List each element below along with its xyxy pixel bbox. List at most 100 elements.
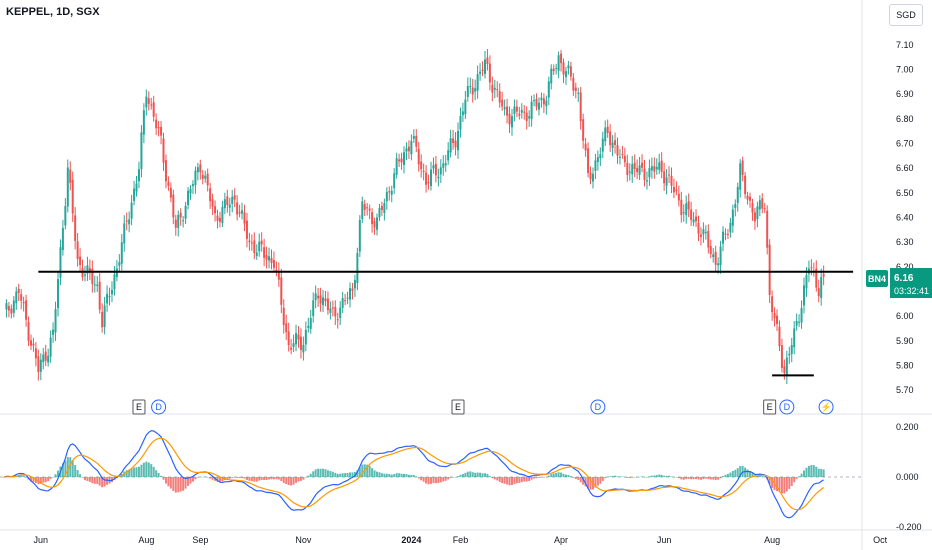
candle-body	[27, 322, 30, 341]
candle-body	[91, 269, 94, 285]
candle-body	[106, 293, 109, 304]
macd-hist-bar	[697, 477, 700, 480]
macd-hist-bar	[182, 477, 185, 491]
macd-hist-bar	[793, 477, 796, 483]
macd-hist-bar	[233, 477, 236, 478]
candle-body	[525, 112, 528, 121]
macd-hist-bar	[569, 476, 572, 477]
macd-hist-bar	[788, 477, 791, 489]
candle-body	[152, 102, 155, 117]
candle-body	[579, 92, 582, 122]
macd-hist-bar	[623, 476, 626, 478]
candle-body	[120, 242, 123, 264]
candle-body	[604, 127, 607, 142]
macd-hist-bar	[618, 476, 621, 478]
candle-body	[297, 334, 300, 340]
macd-hist-bar	[383, 473, 386, 477]
macd-hist-bar	[628, 477, 631, 479]
macd-hist-bar	[400, 473, 403, 477]
macd-hist-bar	[425, 477, 428, 484]
macd-hist-bar	[631, 477, 634, 478]
macd-hist-bar	[410, 474, 413, 477]
candle-body	[444, 163, 447, 166]
candle-body	[537, 102, 540, 110]
price-tag-symbol-box	[866, 270, 888, 287]
candle-body	[299, 336, 302, 350]
candle-body	[729, 222, 732, 233]
candle-body	[236, 202, 239, 215]
candle-body	[412, 135, 415, 139]
candles-layer	[5, 49, 825, 385]
candle-body	[471, 87, 474, 95]
candle-body	[326, 298, 329, 311]
candle-body	[722, 231, 725, 244]
macd-hist-bar	[64, 460, 67, 477]
candle-body	[405, 148, 408, 152]
macd-hist-bar	[513, 477, 516, 484]
macd-hist-bar	[54, 474, 57, 477]
candle-body	[493, 87, 496, 90]
macd-hist-bar	[491, 477, 494, 479]
macd-hist-bar	[297, 477, 300, 482]
macd-hist-bar	[422, 477, 425, 482]
macd-hist-bar	[385, 473, 388, 477]
candle-body	[461, 111, 464, 116]
candle-body	[447, 150, 450, 161]
candle-body	[182, 220, 185, 222]
price-tick-label: 5.90	[896, 336, 914, 346]
candle-body	[803, 285, 806, 306]
candle-body	[547, 81, 550, 98]
macd-hist-bar	[523, 477, 526, 482]
candle-body	[164, 160, 167, 182]
candle-body	[336, 319, 339, 321]
macd-hist-bar	[42, 477, 45, 483]
macd-hist-bar	[601, 477, 604, 481]
macd-hist-bar	[643, 476, 646, 478]
candle-body	[216, 215, 219, 221]
candle-body	[741, 160, 744, 175]
currency-button[interactable]: SGD	[889, 4, 923, 26]
macd-hist-bar	[599, 477, 602, 484]
chart-title: KEPPEL, 1D, SGX	[6, 6, 100, 18]
candle-body	[560, 53, 563, 64]
earnings-marker-label: E	[767, 402, 773, 412]
macd-hist-bar	[496, 477, 499, 481]
macd-hist-bar	[579, 477, 582, 483]
candle-body	[312, 300, 315, 316]
macd-hist-bar	[604, 477, 607, 479]
candle-body	[304, 329, 307, 345]
macd-hist-bar	[196, 477, 199, 478]
macd-hist-bar	[268, 477, 271, 480]
macd-hist-bar	[655, 475, 658, 477]
candle-body	[42, 354, 45, 363]
candle-body	[155, 119, 158, 129]
macd-hist-bar	[39, 477, 42, 484]
macd-hist-bar	[388, 474, 391, 477]
macd-hist-bar	[641, 476, 644, 477]
macd-hist-bar	[456, 476, 459, 477]
macd-hist-bar	[611, 475, 614, 477]
candle-body	[599, 154, 602, 159]
candle-body	[204, 175, 207, 179]
candle-body	[32, 343, 35, 346]
macd-hist-bar	[785, 477, 788, 492]
macd-hist-bar	[518, 477, 521, 483]
candle-body	[768, 244, 771, 295]
macd-hist-bar	[751, 473, 754, 477]
candle-body	[763, 208, 766, 210]
candle-body	[12, 300, 15, 313]
macd-hist-bar	[483, 473, 486, 477]
macd-hist-bar	[83, 477, 86, 481]
macd-hist-bar	[263, 477, 266, 481]
macd-hist-bar	[719, 477, 722, 479]
macd-hist-bar	[582, 477, 585, 485]
candle-body	[442, 163, 445, 168]
candle-body	[452, 138, 455, 143]
candle-body	[614, 140, 617, 145]
candle-body	[317, 295, 320, 299]
candle-body	[430, 169, 432, 187]
candle-body	[734, 203, 737, 209]
macd-hist-bar	[20, 475, 23, 477]
